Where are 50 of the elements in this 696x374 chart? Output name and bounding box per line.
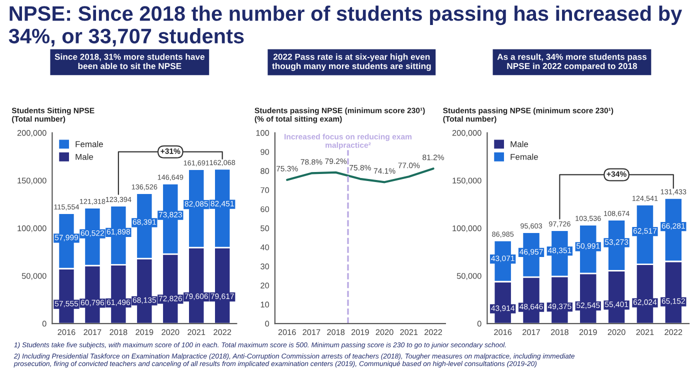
x-tick-label: 2017 [84,329,102,336]
legend-label: Female [76,140,103,148]
x-tick-label: 2016 [278,329,296,336]
y-tick-label: 150,000 [18,178,46,184]
y-tick-label: 60 [260,206,270,212]
x-tick-label: 2018 [550,329,568,336]
x-tick-label: 2020 [376,329,394,336]
y-tick-label: 80 [260,168,270,174]
y-tick-label: 0 [42,320,46,327]
y-tick-label: 10 [260,302,270,308]
y-tick-label: 50 [260,225,270,232]
x-tick-label: 2017 [302,329,320,336]
text: NPSE: Since 2018 the number of students passing has increased by 34%, or 33,707 students [8,6,682,46]
y-tick-label: 90 [260,149,270,155]
x-tick-label: 2022 [424,329,442,336]
x-tick-label: 2016 [494,329,512,336]
x-tick-label: 2019 [579,329,597,336]
legend-label: Male [76,154,94,160]
y-tick-label: 70 [260,187,270,194]
x-tick-label: 2019 [351,329,369,336]
x-tick-label: 2020 [162,329,180,336]
y-tick-label: 100,000 [452,225,482,232]
chart-subtitle: As a result, 34% more students pass NPSE in 2022 compared to 2018 [497,54,647,71]
y-tick-label: 0 [265,320,270,327]
x-tick-label: 2022 [664,329,682,336]
y-tick-label: 40 [260,244,270,250]
y-tick-label: 200,000 [452,130,482,137]
x-tick-label: 2020 [608,329,626,336]
y-tick-label: 20 [260,282,270,288]
y-tick-label: 200,000 [17,130,46,137]
legend-label: Male [510,140,528,148]
x-tick-label: 2018 [110,329,128,336]
x-tick-label: 2022 [214,329,232,336]
y-tick-label: 30 [260,264,270,270]
x-tick-label: 2018 [327,329,345,336]
x-tick-label: 2021 [188,329,206,336]
x-tick-label: 2016 [58,329,76,336]
y-tick-label: 100 [256,130,270,136]
y-tick-label: 150,000 [452,178,482,184]
x-tick-label: 2021 [636,329,654,336]
y-tick-label: 0 [477,320,482,327]
chart-subtitle: Since 2018, 31% more students have been able to sit the NPSE [54,54,205,70]
x-tick-label: 2019 [136,329,154,336]
chart-subtitle: 2022 Pass rate is at six-year high even though many more students are sitting [272,54,431,71]
y-tick-label: 50,000 [456,273,482,280]
x-tick-label: 2021 [400,329,418,336]
y-tick-label: 50,000 [22,273,46,280]
y-tick-label: 100,000 [18,225,46,232]
legend-label: Female [510,154,538,160]
x-tick-label: 2017 [522,329,540,336]
